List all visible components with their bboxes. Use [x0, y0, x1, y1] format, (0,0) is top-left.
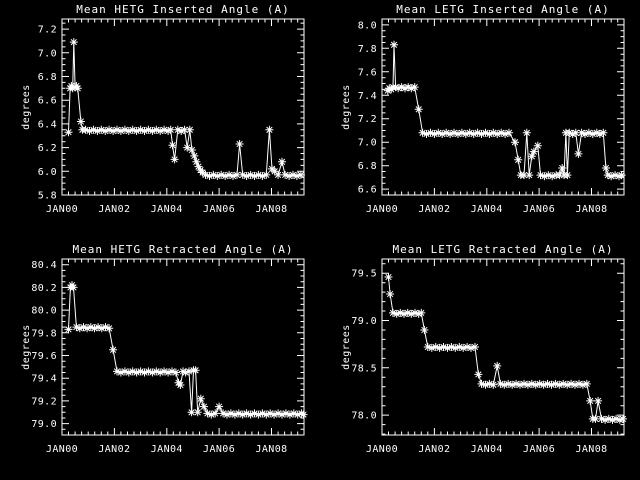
y-tick-label: 79.5 [351, 269, 377, 280]
x-tick-label: JAN06 [203, 204, 235, 215]
x-tick-label: JAN04 [151, 204, 183, 215]
data-series-markers [64, 38, 305, 180]
axis-ticks [61, 258, 304, 436]
axis-box [61, 18, 305, 196]
y-tick-label: 79.0 [31, 419, 57, 430]
y-tick-label: 6.6 [358, 185, 377, 196]
x-tick-label: JAN00 [46, 204, 78, 215]
y-tick-label: 6.8 [358, 161, 377, 172]
y-tick-label: 6.0 [38, 167, 57, 178]
x-tick-label: JAN06 [523, 204, 555, 215]
data-series-markers [384, 273, 627, 424]
y-tick-label: 7.4 [358, 91, 377, 102]
axis-ticks [61, 19, 304, 196]
y-tick-label: 7.8 [358, 44, 377, 55]
data-series-line [68, 284, 304, 416]
y-axis-label: degrees [341, 324, 352, 370]
x-tick-label: JAN04 [471, 444, 503, 455]
y-tick-label: 79.2 [31, 396, 57, 407]
data-series-markers [383, 40, 626, 181]
y-tick-label: 7.2 [358, 114, 377, 125]
x-tick-label: JAN00 [366, 444, 398, 455]
y-tick-label: 6.8 [38, 72, 57, 83]
y-tick-label: 6.6 [38, 96, 57, 107]
y-axis-label: degrees [21, 324, 32, 370]
y-tick-label: 80.2 [31, 283, 57, 294]
y-tick-label: 6.4 [38, 119, 57, 130]
plot-area: JAN00 JAN02 JAN04 JAN06 JAN08 5.8 6.0 6.2 6.4 6.6… [38, 18, 305, 215]
plot-area: JAN00 JAN02 JAN04 JAN06 JAN08 6.6 6.8 7.0 7.2 7.4… [358, 18, 626, 215]
x-tick-label: JAN00 [46, 444, 78, 455]
axis-box [381, 18, 625, 196]
y-tick-label: 79.0 [351, 316, 377, 327]
chart-title: Mean LETG Inserted Angle (A) [396, 3, 609, 16]
x-tick-label: JAN04 [151, 444, 183, 455]
y-tick-label: 8.0 [358, 20, 377, 31]
y-tick-label: 7.0 [38, 48, 57, 59]
y-axis-label: degrees [21, 84, 32, 130]
x-tick-label: JAN02 [418, 444, 450, 455]
subplot-hetg-retracted-angle: Mean HETG Retracted Angle (A) degrees JA… [21, 243, 308, 455]
chart-title: Mean HETG Inserted Angle (A) [76, 3, 289, 16]
y-tick-label: 80.4 [31, 260, 57, 271]
x-tick-label: JAN06 [203, 444, 235, 455]
y-tick-label: 7.0 [358, 138, 377, 149]
y-tick-label: 6.2 [38, 143, 57, 154]
data-series-line [68, 42, 302, 177]
data-series-line [387, 44, 622, 177]
axis-ticks [381, 259, 624, 435]
x-tick-label: JAN08 [255, 204, 287, 215]
y-tick-label: 80.0 [31, 306, 57, 317]
x-tick-label: JAN02 [418, 204, 450, 215]
x-tick-label: JAN06 [523, 444, 555, 455]
y-tick-label: 79.4 [31, 374, 57, 385]
x-tick-label: JAN02 [98, 204, 130, 215]
plot-area: JAN00 JAN02 JAN04 JAN06 JAN08 78.0 78.5 79.0 79.… [351, 258, 627, 455]
subplot-hetg-inserted-angle: Mean HETG Inserted Angle (A) degrees JAN… [21, 3, 305, 215]
subplot-letg-inserted-angle: Mean LETG Inserted Angle (A) degrees JAN… [341, 3, 626, 215]
subplot-letg-retracted-angle: Mean LETG Retracted Angle (A) degrees JA… [341, 243, 627, 455]
axis-box [381, 258, 625, 436]
y-tick-label: 79.8 [31, 328, 57, 339]
axis-box [61, 258, 305, 436]
x-tick-label: JAN08 [575, 444, 607, 455]
x-tick-label: JAN02 [98, 444, 130, 455]
y-tick-label: 7.2 [38, 25, 57, 36]
y-tick-label: 79.6 [31, 351, 57, 362]
y-tick-label: 78.5 [351, 363, 377, 374]
y-tick-label: 5.8 [38, 191, 57, 202]
y-tick-label: 78.0 [351, 411, 377, 422]
plot-area: JAN00 JAN02 JAN04 JAN06 JAN08 79.0 79.2 79.4 79.… [31, 258, 308, 455]
y-axis-label: degrees [341, 84, 352, 130]
x-tick-label: JAN04 [471, 204, 503, 215]
y-tick-label: 7.6 [358, 67, 377, 78]
data-series-markers [64, 281, 308, 419]
x-tick-label: JAN08 [575, 204, 607, 215]
chart-title: Mean LETG Retracted Angle (A) [392, 243, 613, 256]
x-tick-label: JAN08 [255, 444, 287, 455]
x-tick-label: JAN00 [366, 204, 398, 215]
chart-title: Mean HETG Retracted Angle (A) [72, 243, 293, 256]
